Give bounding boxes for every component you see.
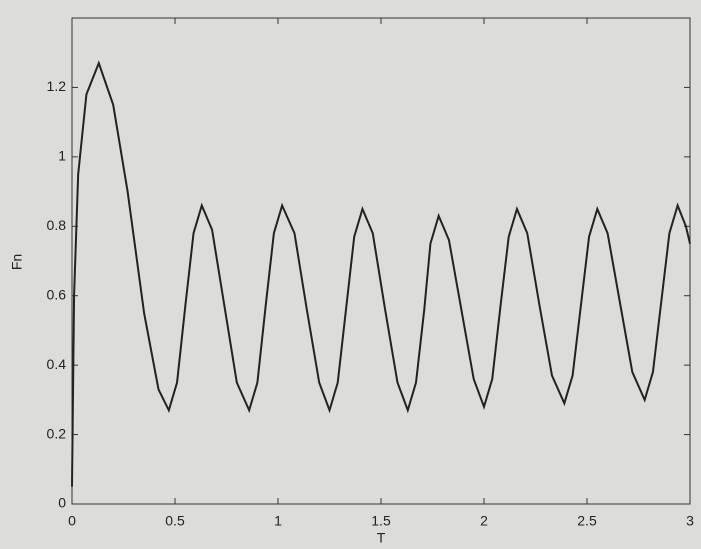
y-tick-label: 1.2 [47, 78, 67, 94]
y-tick-label: 0.8 [47, 217, 67, 233]
x-tick-label: 0 [68, 513, 76, 529]
x-tick-label: 1 [274, 513, 282, 529]
plot-frame [71, 17, 691, 505]
x-tick-label: 2 [480, 513, 488, 529]
x-tick-label: 0.5 [165, 513, 185, 529]
x-tick-label: 3 [686, 513, 694, 529]
data-line [71, 60, 691, 487]
y-tick-label: 0.6 [47, 286, 67, 302]
y-tick-label: 0.2 [47, 425, 67, 441]
x-tick-label: 1.5 [371, 513, 391, 529]
y-tick-label: 0 [58, 495, 66, 511]
x-tick-label: 2.5 [577, 513, 597, 529]
x-axis-label: T [377, 530, 386, 546]
y-axis-label: Fn [9, 254, 25, 270]
y-tick-label: 1 [58, 148, 66, 164]
y-tick-label: 0.4 [47, 356, 67, 372]
